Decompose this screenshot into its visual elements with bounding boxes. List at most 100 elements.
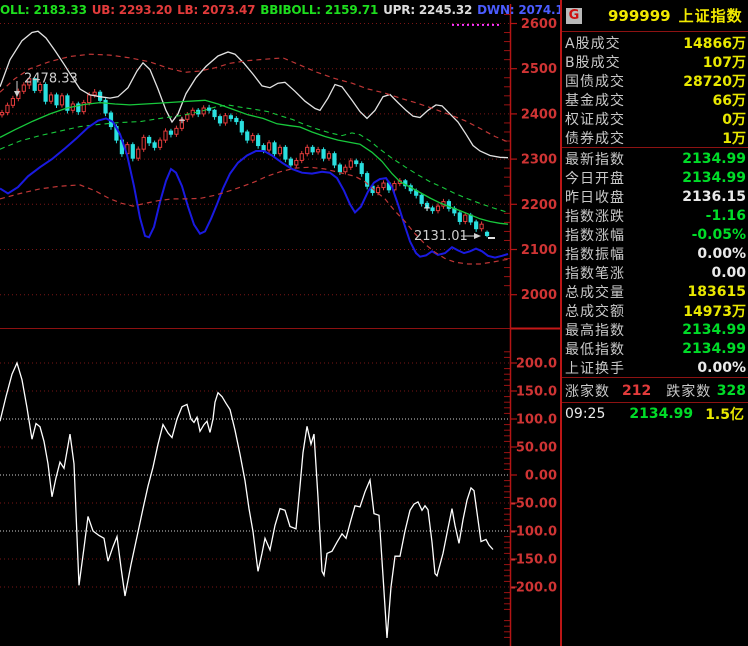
stat-value: 2136.15: [682, 188, 746, 205]
candle-body: [228, 115, 234, 119]
legend-item-lb: LB: 2073.47: [177, 3, 256, 17]
candle-body: [103, 99, 108, 114]
candle-body: [76, 103, 81, 113]
candle-body: [343, 166, 348, 173]
stat-row: 总成交量 183615: [562, 282, 748, 301]
stat-label: 最高指数: [565, 322, 625, 339]
stat-label: A股成交: [565, 35, 621, 52]
legend-item-upr: UPR: 2245.32: [383, 3, 473, 17]
stat-value: 14866万: [683, 35, 746, 52]
peak-arrow-head: [14, 91, 20, 97]
stat-row: 国债成交 28720万: [562, 71, 748, 90]
y-axis-label: 2600: [521, 17, 557, 32]
candle-body: [130, 144, 135, 159]
candle-body: [54, 94, 59, 106]
stat-row: 最高指数 2134.99: [562, 320, 748, 339]
candle-body: [332, 153, 337, 166]
candle-body: [463, 214, 468, 222]
tick-trade-row[interactable]: 09:25 2134.99 1.5亿: [562, 404, 748, 424]
candle-body: [474, 221, 479, 230]
candle-body: [223, 115, 228, 124]
stat-value: 0.00%: [697, 359, 746, 376]
advancers-label: 涨家数: [565, 384, 610, 400]
dwn-blue-line: [0, 117, 509, 259]
panel-divider: [562, 377, 748, 378]
osc-axis-label: 100.0: [516, 413, 557, 428]
stat-row: B股成交 107万: [562, 52, 748, 71]
bbi-band-green-dashed-line: [0, 104, 509, 213]
decliners-label: 跌家数: [666, 384, 712, 400]
candle-body: [157, 139, 163, 148]
last-price-annotation: 2131.01: [414, 229, 468, 244]
candle-body: [359, 163, 364, 175]
candle-body: [92, 91, 97, 96]
indicator-legend-bar: OLL: 2183.33 UB: 2293.20 LB: 2073.47 BBIBOL…: [0, 0, 560, 20]
stat-row: 债券成交 1万: [562, 128, 748, 147]
candle-body: [419, 194, 424, 204]
quote-panel-header: G 999999 上证指数: [562, 0, 748, 31]
candle-body: [0, 112, 5, 116]
panel-divider: [562, 31, 748, 32]
candle-body: [435, 205, 441, 212]
candle-body: [32, 78, 37, 91]
stock-code: 999999: [608, 6, 671, 25]
osc-axis-label: 50.00: [516, 441, 557, 456]
candle-body: [234, 117, 239, 123]
candle-body: [59, 95, 65, 106]
legend-item-oll: OLL: 2183.33: [0, 3, 87, 17]
stat-row: 指数涨幅 -0.05%: [562, 225, 748, 244]
legend-item-dwn: DWN: 2074.1: [477, 3, 560, 17]
candle-body: [81, 102, 86, 113]
candle-body: [299, 153, 304, 161]
osc-axis-label: 150.0: [516, 385, 557, 400]
stat-value: 0.00: [711, 264, 746, 281]
legend-item-bbiboll: BBIBOLL: 2159.71: [260, 3, 379, 17]
osc-axis-label: 200.0: [516, 357, 557, 372]
charts-canvas[interactable]: 2600 2500 2400 2300 2200 2100 2000 2478.33 2131.…: [0, 0, 561, 646]
g-badge-icon[interactable]: G: [566, 7, 582, 24]
stat-label: 指数涨幅: [565, 227, 625, 244]
stat-row: 基金成交 66万: [562, 90, 748, 109]
ub-red-dashed-line: [0, 53, 511, 144]
stat-row: 最低指数 2134.99: [562, 339, 748, 358]
candle-body: [468, 214, 473, 223]
stat-label: 国债成交: [565, 73, 625, 90]
legend-item-ub: UB: 2293.20: [91, 3, 173, 17]
candle-body: [217, 116, 223, 124]
tick-price: 2134.99: [629, 406, 694, 422]
candle-body: [147, 136, 152, 144]
stat-row: 今日开盘 2134.99: [562, 168, 748, 187]
candle-body: [316, 149, 321, 153]
candle-body: [250, 135, 255, 141]
candle-body: [239, 121, 244, 133]
osc-axis-label: -150.0: [510, 553, 557, 568]
candle-body: [348, 160, 353, 168]
stat-value: -1.16: [705, 207, 746, 224]
osc-axis-label: 0.00: [525, 469, 557, 484]
candle-body: [43, 84, 48, 102]
candle-body: [430, 207, 435, 212]
candle-body: [310, 146, 315, 153]
candle-body: [321, 149, 326, 159]
candle-body: [272, 142, 277, 155]
panel-divider: [562, 402, 748, 403]
candle-body: [185, 114, 190, 120]
stat-value: 2134.99: [682, 150, 746, 167]
candle-body: [484, 231, 490, 236]
stat-row: A股成交 14866万: [562, 33, 748, 52]
stat-label: 指数振幅: [565, 246, 625, 263]
stat-row: 指数笔涨 0.00: [562, 263, 748, 282]
candle-body: [10, 98, 16, 106]
candle-body: [446, 201, 451, 209]
candle-body: [27, 78, 32, 86]
stat-label: 总成交额: [565, 303, 625, 320]
y-axis-label: 2300: [521, 153, 557, 168]
stat-value: 107万: [702, 54, 746, 71]
boll-upper-white-line: [0, 30, 509, 159]
stat-label: 最低指数: [565, 341, 625, 358]
stat-value: 0.00%: [697, 245, 746, 262]
stat-value: 2134.99: [682, 169, 746, 186]
stat-row: 指数涨跌 -1.16: [562, 206, 748, 225]
candle-body: [174, 127, 179, 135]
y-axis-label: 2400: [521, 107, 557, 122]
